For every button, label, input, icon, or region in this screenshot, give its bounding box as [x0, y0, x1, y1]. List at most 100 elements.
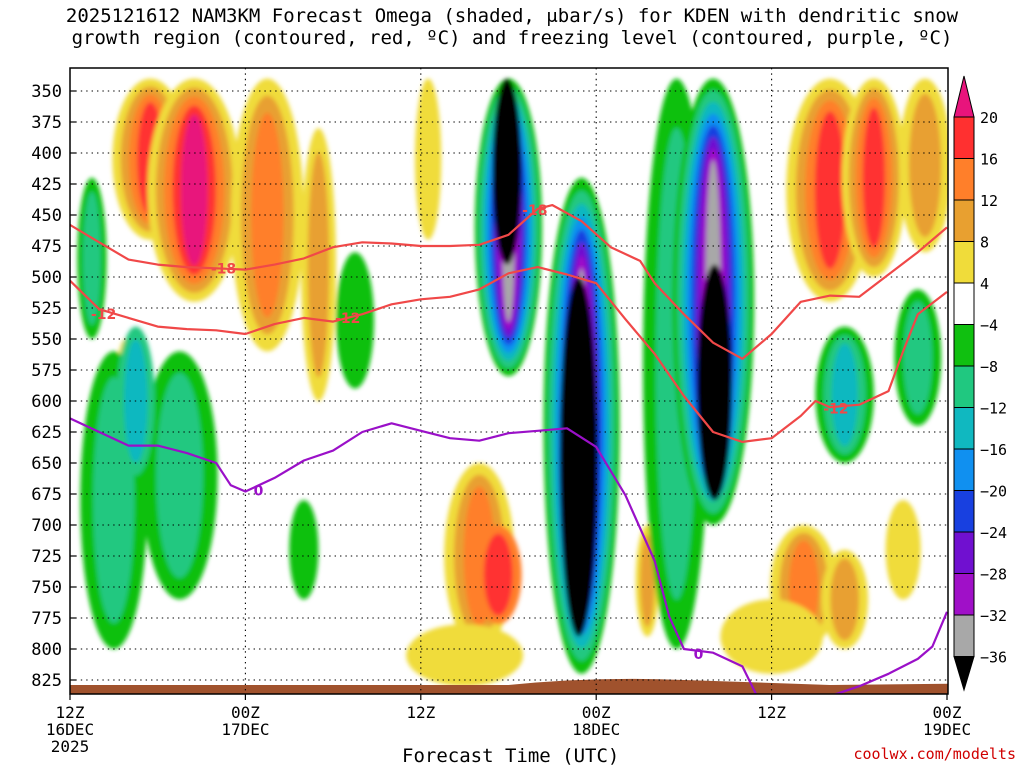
contour-label-zero-b: 0: [694, 647, 704, 663]
contour-freezing-level-late: [832, 611, 948, 694]
colorbar: 20 16 12 8 4 −4 −8 −12 −16 −20 −24 −28 −32 −36: [953, 75, 1007, 692]
omega-blob: [814, 111, 846, 270]
y-tick-label: 600: [31, 392, 62, 412]
y-axis: 350 375 400 425 450 475 500 525 550 575 600 625 650 6…: [31, 82, 76, 691]
x-tick-label: 17DEC: [221, 720, 269, 739]
colorbar-label: 16: [980, 151, 998, 169]
omega-blob: [492, 78, 522, 265]
omega-blob: [640, 534, 655, 627]
omega-blob: [830, 558, 860, 641]
plot-frame: [69, 67, 949, 695]
contours: [70, 204, 948, 694]
omega-blob: [483, 533, 513, 616]
colorbar-segment: [953, 241, 975, 284]
omega-blob: [289, 500, 319, 600]
y-tick-label: 350: [31, 82, 62, 102]
y-tick-label: 675: [31, 485, 62, 505]
x-tick-label: 2025: [51, 737, 90, 756]
contour-label-minus18-a: -18: [211, 261, 236, 277]
x-tick-label: 00Z: [231, 703, 260, 722]
omega-shading-layer: [77, 78, 948, 687]
colorbar-label: −4: [980, 317, 998, 335]
contour-freezing-level: [70, 417, 758, 694]
colorbar-segment: [953, 490, 975, 533]
omega-blob: [862, 107, 886, 248]
y-tick-label: 575: [31, 361, 62, 381]
y-tick-label: 525: [31, 299, 62, 319]
colorbar-label: 12: [980, 192, 998, 210]
colorbar-label: 20: [980, 109, 998, 127]
y-tick-label: 725: [31, 547, 62, 567]
colorbar-label: −32: [980, 607, 1007, 625]
ground-surface: [70, 678, 948, 694]
y-tick-label: 400: [31, 144, 62, 164]
y-tick-label: 775: [31, 609, 62, 629]
colorbar-label: −12: [980, 400, 1007, 418]
colorbar-segment: [953, 614, 975, 657]
x-tick-label: 18DEC: [572, 720, 620, 739]
omega-blob: [82, 191, 101, 326]
credit-text: coolwx.com/modelts: [853, 745, 1016, 763]
colorbar-label: −28: [980, 566, 1007, 584]
contour-label-minus18-b: -18: [522, 203, 547, 219]
omega-blob: [336, 252, 375, 389]
colorbar-segment: [953, 75, 975, 118]
omega-shading: [77, 78, 948, 687]
chart-title-line2: growth region (contoured, red, ºC) and f…: [71, 27, 953, 49]
colorbar-segment: [953, 116, 975, 159]
x-tick-label: 12Z: [406, 703, 435, 722]
x-tick-label: 19DEC: [923, 720, 971, 739]
contour-minus18: [70, 204, 948, 360]
colorbar-label: −20: [980, 483, 1007, 501]
y-tick-label: 425: [31, 175, 62, 195]
contour-label-zero-a: 0: [254, 483, 264, 499]
y-tick-label: 450: [31, 206, 62, 226]
omega-blob: [903, 301, 933, 414]
x-tick-label: 16DEC: [46, 720, 94, 739]
colorbar-segment: [953, 656, 975, 692]
ground-layer: [70, 678, 948, 694]
colorbar-label: −36: [980, 649, 1007, 667]
omega-blob: [307, 151, 330, 378]
y-tick-label: 625: [31, 423, 62, 443]
colorbar-label: −16: [980, 441, 1007, 459]
contour-minus12: [70, 266, 948, 443]
x-axis-label: Forecast Time (UTC): [402, 745, 620, 767]
y-tick-label: 375: [31, 113, 62, 133]
x-tick-label: 00Z: [933, 703, 962, 722]
omega-blob: [908, 93, 942, 238]
x-tick-label: 12Z: [56, 703, 85, 722]
y-tick-label: 800: [31, 640, 62, 660]
colorbar-segment: [953, 158, 975, 201]
colorbar-segment: [953, 573, 975, 616]
colorbar-label: −8: [980, 358, 998, 376]
colorbar-segment: [953, 282, 975, 325]
contour-label-minus12-b: -12: [335, 311, 360, 327]
y-tick-label: 500: [31, 268, 62, 288]
y-tick-label: 650: [31, 454, 62, 474]
x-tick-label: 00Z: [582, 703, 611, 722]
omega-blob: [156, 372, 204, 578]
contour-label-minus12-a: -12: [91, 307, 116, 323]
contour-labels: -18 -18 -12 -12 -12 0 0: [91, 203, 849, 663]
omega-blob: [251, 112, 284, 318]
colorbar-segment: [953, 199, 975, 242]
omega-blob: [406, 624, 524, 687]
colorbar-segment: [953, 531, 975, 574]
colorbar-label: 4: [980, 275, 989, 293]
omega-blob: [414, 78, 442, 240]
y-tick-label: 475: [31, 237, 62, 257]
chart-title-line1: 2025121612 NAM3KM Forecast Omega (shaded…: [65, 5, 959, 27]
colorbar-label: −24: [980, 524, 1007, 542]
omega-blob: [831, 343, 858, 446]
colorbar-label: 8: [980, 234, 989, 252]
y-tick-label: 750: [31, 578, 62, 598]
y-tick-label: 550: [31, 330, 62, 350]
y-tick-label: 825: [31, 671, 62, 691]
colorbar-segment: [953, 324, 975, 367]
omega-blob: [885, 500, 921, 600]
omega-blob: [180, 114, 208, 266]
x-tick-label: 12Z: [757, 703, 786, 722]
